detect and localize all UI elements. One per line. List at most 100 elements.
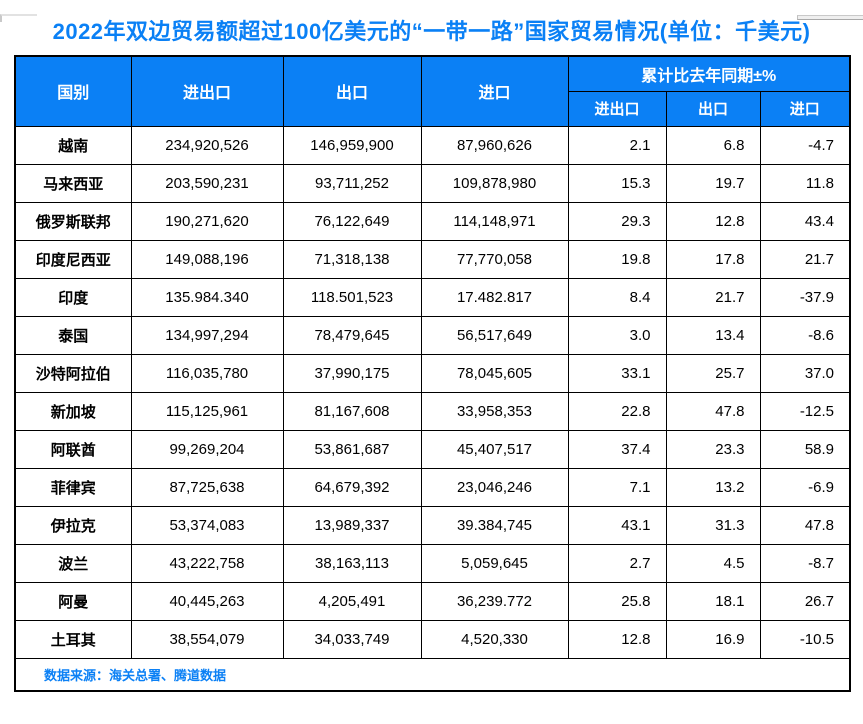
table-row: 俄罗斯联邦 190,271,620 76,122,649 114,148,971… <box>14 201 851 241</box>
yoy-total-cell: 2.1 <box>567 125 667 165</box>
export-cell: 93,711,252 <box>282 163 422 203</box>
country-cell: 沙特阿拉伯 <box>14 353 132 393</box>
yoy-export-cell: 12.8 <box>665 201 761 241</box>
import-cell: 78,045,605 <box>420 353 569 393</box>
yoy-export-cell: 19.7 <box>665 163 761 203</box>
total-cell: 116,035,780 <box>130 353 284 393</box>
export-cell: 81,167,608 <box>282 391 422 431</box>
import-cell: 23,046,246 <box>420 467 569 507</box>
scrollbar-fragment[interactable] <box>797 15 863 20</box>
table-row: 越南 234,920,526 146,959,900 87,960,626 2.… <box>14 125 851 165</box>
table-row: 新加坡 115,125,961 81,167,608 33,958,353 22… <box>14 391 851 431</box>
total-cell: 99,269,204 <box>130 429 284 469</box>
table-footer: 数据来源：海关总署、腾道数据 <box>14 657 851 692</box>
table-row: 波兰 43,222,758 38,163,113 5,059,645 2.7 4… <box>14 543 851 583</box>
yoy-import-cell: 43.4 <box>759 201 851 241</box>
country-cell: 俄罗斯联邦 <box>14 201 132 241</box>
country-cell: 土耳其 <box>14 619 132 659</box>
total-cell: 190,271,620 <box>130 201 284 241</box>
header-row-main: 国别 进出口 出口 进口 累计比去年同期±% <box>14 55 851 127</box>
import-cell: 45,407,517 <box>420 429 569 469</box>
country-cell: 菲律宾 <box>14 467 132 507</box>
header-yoy-total: 进出口 <box>567 90 667 127</box>
yoy-import-cell: -8.7 <box>759 543 851 583</box>
export-cell: 34,033,749 <box>282 619 422 659</box>
table-row: 沙特阿拉伯 116,035,780 37,990,175 78,045,605 … <box>14 353 851 393</box>
page-title: 2022年双边贸易额超过100亿美元的“一带一路”国家贸易情况(单位：千美元) <box>52 19 811 44</box>
yoy-export-cell: 13.4 <box>665 315 761 355</box>
header-total: 进出口 <box>130 55 284 127</box>
header-yoy-group: 累计比去年同期±% <box>567 55 851 92</box>
yoy-import-cell: -6.9 <box>759 467 851 507</box>
table-row: 阿曼 40,445,263 4,205,491 36,239.772 25.8 … <box>14 581 851 621</box>
yoy-total-cell: 8.4 <box>567 277 667 317</box>
total-cell: 135.984.340 <box>130 277 284 317</box>
header-yoy-import: 进口 <box>759 90 851 127</box>
yoy-export-cell: 13.2 <box>665 467 761 507</box>
table-row: 菲律宾 87,725,638 64,679,392 23,046,246 7.1… <box>14 467 851 507</box>
yoy-import-cell: -4.7 <box>759 125 851 165</box>
country-cell: 波兰 <box>14 543 132 583</box>
country-cell: 新加坡 <box>14 391 132 431</box>
yoy-total-cell: 2.7 <box>567 543 667 583</box>
yoy-total-cell: 37.4 <box>567 429 667 469</box>
export-cell: 38,163,113 <box>282 543 422 583</box>
export-cell: 13,989,337 <box>282 505 422 545</box>
header-row-sub: 进出口 出口 进口 <box>15 90 851 127</box>
yoy-import-cell: 21.7 <box>759 239 851 279</box>
country-cell: 阿联酋 <box>14 429 132 469</box>
yoy-total-cell: 12.8 <box>567 619 667 659</box>
yoy-export-cell: 25.7 <box>665 353 761 393</box>
country-cell: 越南 <box>14 125 132 165</box>
country-cell: 印度尼西亚 <box>14 239 132 279</box>
import-cell: 77,770,058 <box>420 239 569 279</box>
source-row: 数据来源：海关总署、腾道数据 <box>14 657 851 692</box>
trade-table: 国别 进出口 出口 进口 累计比去年同期±% 进出口 出口 进口 越南 234,… <box>14 55 852 692</box>
yoy-export-cell: 23.3 <box>665 429 761 469</box>
export-cell: 53,861,687 <box>282 429 422 469</box>
yoy-total-cell: 22.8 <box>567 391 667 431</box>
total-cell: 134,997,294 <box>130 315 284 355</box>
import-cell: 39.384,745 <box>420 505 569 545</box>
yoy-import-cell: 47.8 <box>759 505 851 545</box>
yoy-import-cell: 26.7 <box>759 581 851 621</box>
import-cell: 87,960,626 <box>420 125 569 165</box>
yoy-total-cell: 7.1 <box>567 467 667 507</box>
total-cell: 38,554,079 <box>130 619 284 659</box>
yoy-total-cell: 25.8 <box>567 581 667 621</box>
import-cell: 5,059,645 <box>420 543 569 583</box>
header-export: 出口 <box>282 55 422 127</box>
header-country: 国别 <box>14 55 132 127</box>
yoy-import-cell: -37.9 <box>759 277 851 317</box>
table-row: 马来西亚 203,590,231 93,711,252 109,878,980 … <box>14 163 851 203</box>
import-cell: 56,517,649 <box>420 315 569 355</box>
table-row: 泰国 134,997,294 78,479,645 56,517,649 3.0… <box>14 315 851 355</box>
yoy-import-cell: 58.9 <box>759 429 851 469</box>
import-cell: 114,148,971 <box>420 201 569 241</box>
yoy-import-cell: -8.6 <box>759 315 851 355</box>
yoy-total-cell: 33.1 <box>567 353 667 393</box>
export-cell: 37,990,175 <box>282 353 422 393</box>
total-cell: 115,125,961 <box>130 391 284 431</box>
yoy-export-cell: 18.1 <box>665 581 761 621</box>
country-cell: 马来西亚 <box>14 163 132 203</box>
import-cell: 17.482.817 <box>420 277 569 317</box>
yoy-total-cell: 15.3 <box>567 163 667 203</box>
import-cell: 36,239.772 <box>420 581 569 621</box>
header-yoy-export: 出口 <box>665 90 761 127</box>
total-cell: 40,445,263 <box>130 581 284 621</box>
yoy-total-cell: 3.0 <box>567 315 667 355</box>
country-cell: 伊拉克 <box>14 505 132 545</box>
import-cell: 4,520,330 <box>420 619 569 659</box>
yoy-import-cell: -10.5 <box>759 619 851 659</box>
total-cell: 53,374,083 <box>130 505 284 545</box>
table-row: 印度 135.984.340 118.501,523 17.482.817 8.… <box>14 277 851 317</box>
yoy-import-cell: 37.0 <box>759 353 851 393</box>
import-cell: 109,878,980 <box>420 163 569 203</box>
yoy-total-cell: 29.3 <box>567 201 667 241</box>
table-body: 越南 234,920,526 146,959,900 87,960,626 2.… <box>14 125 851 659</box>
yoy-export-cell: 47.8 <box>665 391 761 431</box>
table-header: 国别 进出口 出口 进口 累计比去年同期±% 进出口 出口 进口 <box>14 55 851 127</box>
import-cell: 33,958,353 <box>420 391 569 431</box>
export-cell: 118.501,523 <box>282 277 422 317</box>
